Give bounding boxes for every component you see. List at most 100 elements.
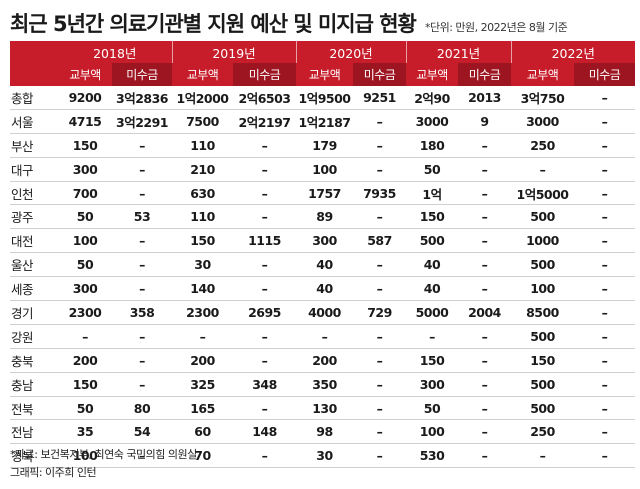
unpaid-cell: – — [112, 181, 172, 206]
grant-cell: 500 — [511, 324, 574, 349]
unpaid-cell: – — [574, 348, 635, 373]
region-label: 광주 — [10, 204, 58, 230]
region-label: 대구 — [10, 157, 58, 182]
grant-cell: – — [406, 324, 458, 349]
unpaid-cell: – — [353, 348, 406, 373]
grant-cell: 200 — [172, 348, 233, 373]
unpaid-cell: – — [574, 109, 635, 134]
grant-cell: 325 — [172, 372, 233, 397]
grant-cell: 3000 — [511, 109, 574, 134]
grant-cell: 150 — [406, 348, 458, 373]
region-label: 전남 — [10, 419, 58, 445]
region-label: 경북 — [10, 443, 58, 469]
subheader-unpaid: 미수금 — [112, 63, 172, 86]
grant-cell: 130 — [296, 396, 353, 421]
unpaid-cell: – — [353, 157, 406, 182]
grant-cell: 179 — [296, 133, 353, 158]
unpaid-cell: 2억6503 — [233, 86, 296, 110]
unpaid-cell: 2695 — [233, 300, 296, 325]
grant-cell: – — [58, 324, 112, 349]
grant-cell: 150 — [511, 348, 574, 373]
year-header: 2018년 — [58, 41, 173, 63]
grant-cell: 200 — [296, 348, 353, 373]
grant-cell: 40 — [406, 276, 458, 302]
year-header: 2022년 — [511, 41, 635, 63]
grant-cell: 1000 — [511, 228, 574, 254]
unpaid-cell: – — [233, 396, 296, 421]
unpaid-cell: – — [458, 443, 511, 469]
grant-cell: 2300 — [172, 300, 233, 325]
region-label: 충남 — [10, 372, 58, 397]
grant-cell: 500 — [511, 252, 574, 278]
unpaid-cell: 80 — [112, 396, 172, 421]
unpaid-cell: – — [574, 396, 635, 421]
unpaid-cell: – — [458, 396, 511, 421]
grant-cell: 5000 — [406, 300, 458, 325]
unpaid-cell: – — [233, 276, 296, 302]
unpaid-cell: – — [458, 157, 511, 182]
grant-cell: 300 — [296, 228, 353, 254]
grant-cell: 100 — [58, 443, 112, 469]
unit-note: *단위: 만원, 2022년은 8월 기준 — [424, 21, 568, 34]
grant-cell: 50 — [58, 396, 112, 421]
region-label: 충북 — [10, 348, 58, 373]
grant-cell: 180 — [406, 133, 458, 158]
region-label: 총합 — [10, 86, 58, 110]
year-header-row: 2018년 2019년 2020년 2021년 2022년 — [10, 41, 635, 63]
grant-cell: 89 — [296, 204, 353, 230]
graphic-credit: 그래픽: 이주희 인턴 — [10, 466, 97, 479]
region-label: 울산 — [10, 252, 58, 278]
grant-cell: 1억5000 — [511, 181, 574, 206]
grant-cell: 40 — [406, 252, 458, 278]
grant-cell: 150 — [58, 133, 112, 158]
subheader-grant: 교부액 — [511, 63, 574, 86]
unpaid-cell: 53 — [112, 204, 172, 230]
unpaid-cell: – — [574, 157, 635, 182]
unpaid-cell: 2억2197 — [233, 109, 296, 134]
subheader-grant: 교부액 — [406, 63, 458, 86]
table-row: 서울 4715 3억2291 7500 2억2197 1억2187–3000 9 3000– — [10, 109, 635, 134]
unpaid-cell: – — [112, 252, 172, 278]
unpaid-cell: – — [458, 324, 511, 349]
unpaid-cell: 54 — [112, 419, 172, 445]
unpaid-cell: – — [112, 372, 172, 397]
unpaid-cell: – — [574, 324, 635, 349]
grant-cell: 1억2000 — [172, 86, 233, 110]
unpaid-cell: – — [353, 443, 406, 469]
corner-cell — [10, 41, 58, 63]
table-row: 강원 – – – – – – – –500– — [10, 324, 635, 349]
unpaid-cell: 9 — [458, 109, 511, 134]
grant-cell: 110 — [172, 133, 233, 158]
grant-cell: 150 — [58, 372, 112, 397]
grant-cell: 1757 — [296, 181, 353, 206]
unpaid-cell: – — [233, 133, 296, 158]
grant-cell: 40 — [296, 252, 353, 278]
unpaid-cell: – — [574, 133, 635, 158]
grant-cell: 100 — [406, 419, 458, 445]
grant-cell: 500 — [511, 396, 574, 421]
unpaid-cell: 1115 — [233, 228, 296, 254]
grant-cell: 500 — [406, 228, 458, 254]
subheader-grant: 교부액 — [296, 63, 353, 86]
unpaid-cell: – — [353, 419, 406, 445]
unpaid-cell: – — [353, 109, 406, 134]
subheader-unpaid: 미수금 — [233, 63, 296, 86]
table-row: 울산 50–30–40–40–500– — [10, 252, 635, 278]
corner-cell — [10, 63, 58, 86]
unpaid-cell: – — [574, 443, 635, 469]
unpaid-cell: 348 — [233, 372, 296, 397]
grant-cell: 1억2187 — [296, 109, 353, 134]
unpaid-cell: – — [233, 348, 296, 373]
grant-cell: 165 — [172, 396, 233, 421]
grant-cell: 110 — [172, 204, 233, 230]
unpaid-cell: – — [112, 276, 172, 302]
region-label: 서울 — [10, 109, 58, 134]
grant-cell: 250 — [511, 419, 574, 445]
unpaid-cell: – — [458, 348, 511, 373]
table-row: 광주 50 53 110–89–150–500– — [10, 204, 635, 230]
unpaid-cell: – — [458, 181, 511, 206]
unpaid-cell: – — [112, 443, 172, 469]
unpaid-cell: 587 — [353, 228, 406, 254]
title-bar: 최근 5년간 의료기관별 지원 예산 및 미지급 현황 *단위: 만원, 202… — [10, 8, 635, 38]
grant-cell: 30 — [296, 443, 353, 469]
